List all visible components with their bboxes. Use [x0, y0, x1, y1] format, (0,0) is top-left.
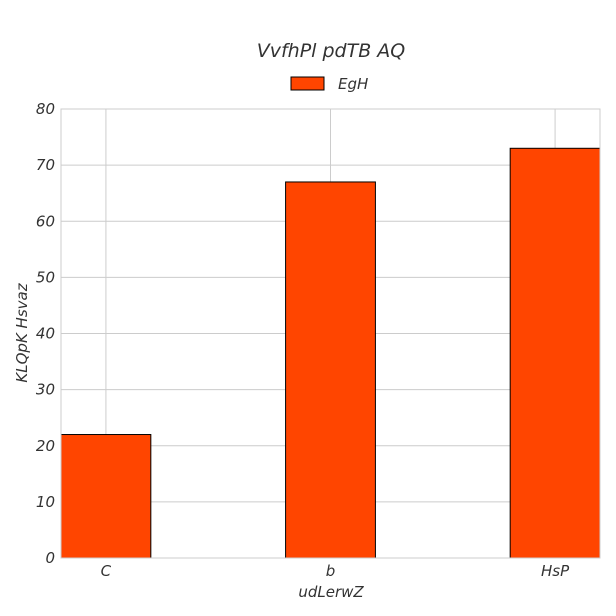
legend-swatch — [290, 76, 325, 91]
y-tick-label: 60 — [36, 212, 55, 230]
y-tick-labels: 0 10 20 30 40 50 60 70 80 — [36, 100, 55, 567]
x-tick-label: C — [101, 562, 112, 580]
bar-b — [285, 181, 376, 559]
legend-label: EgH — [338, 75, 368, 93]
y-tick-label: 80 — [36, 100, 55, 118]
bars — [60, 147, 601, 559]
y-tick-label: 40 — [36, 325, 55, 343]
y-tick-label: 0 — [45, 549, 55, 567]
bar-C — [60, 434, 152, 559]
bar-HsP — [509, 147, 601, 559]
plot-frame — [60, 108, 601, 559]
y-tick-label: 30 — [36, 381, 55, 399]
x-tick-label: HsP — [541, 562, 570, 580]
y-tick-label: 10 — [36, 493, 55, 511]
x-axis-label: udLerwZ — [298, 583, 364, 601]
y-tick-label: 20 — [36, 437, 55, 455]
x-tick-label: b — [326, 562, 336, 580]
y-axis-label: KLQpK Hsvaz — [13, 282, 31, 382]
y-tick-label: 50 — [36, 268, 55, 286]
y-tick-label: 70 — [36, 156, 55, 174]
legend: EgH — [290, 75, 368, 93]
chart-title: VvfhPl pdTB AQ — [257, 40, 406, 62]
